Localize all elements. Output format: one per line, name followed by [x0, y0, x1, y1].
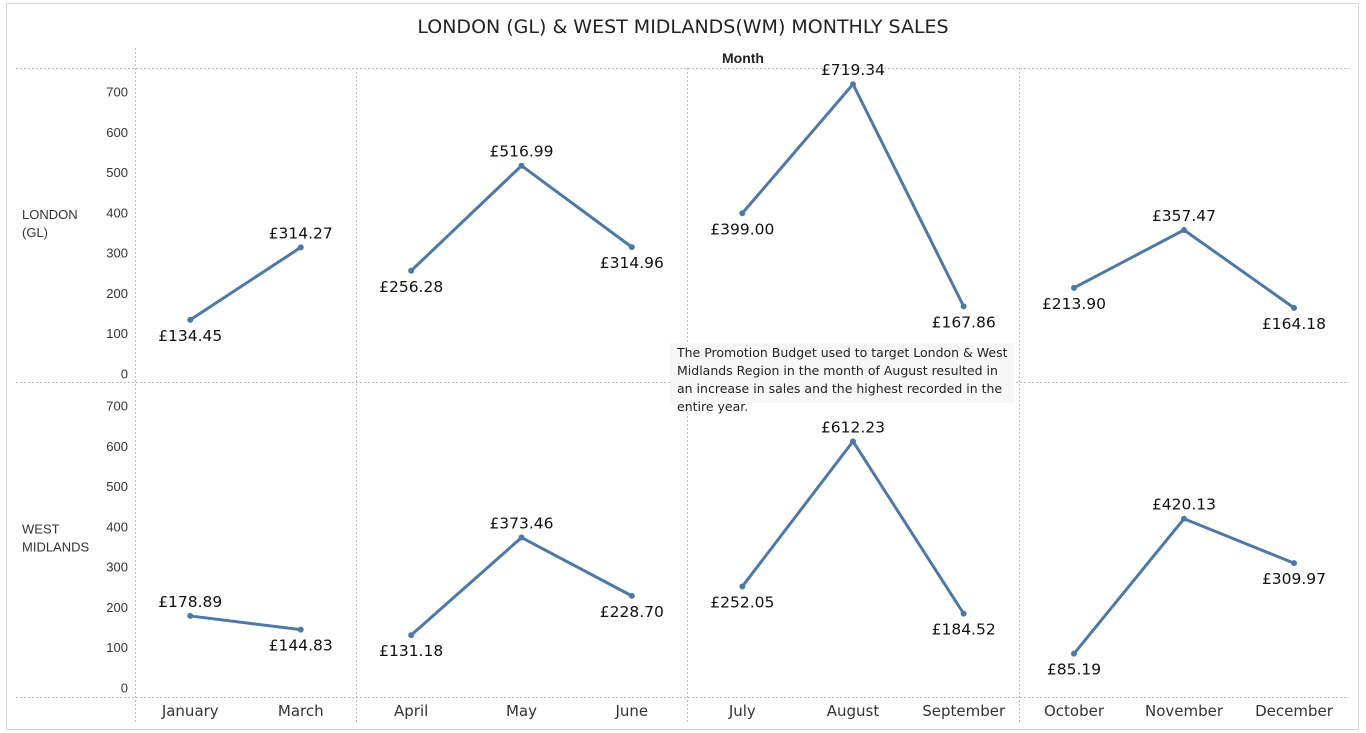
data-point — [408, 267, 415, 274]
data-label: £213.90 — [1042, 295, 1106, 313]
data-point — [960, 303, 967, 310]
annotation-box — [670, 343, 1014, 403]
y-tick-label: 300 — [106, 560, 128, 575]
chart-title: LONDON (GL) & WEST MIDLANDS(WM) MONTHLY … — [417, 16, 948, 38]
annotation-text: an increase in sales and the highest rec… — [677, 381, 1002, 396]
data-point — [297, 626, 304, 633]
data-label: £719.34 — [821, 61, 885, 79]
row-label: (GL) — [22, 225, 48, 240]
data-point — [1071, 650, 1077, 657]
x-tick-label: November — [1145, 702, 1224, 720]
x-tick-label: October — [1044, 702, 1105, 720]
data-label: £178.89 — [158, 593, 222, 611]
y-tick-label: 500 — [106, 165, 128, 180]
series-line — [410, 536, 633, 637]
series-line — [410, 164, 633, 272]
data-label: £144.83 — [269, 637, 333, 655]
x-tick-label: December — [1255, 702, 1334, 720]
data-label: £373.46 — [489, 515, 553, 533]
x-tick-label: May — [506, 702, 537, 720]
data-label: £167.86 — [932, 313, 996, 331]
data-label: £252.05 — [710, 593, 774, 611]
data-point — [850, 81, 856, 88]
data-point — [1181, 515, 1187, 522]
data-point — [1291, 304, 1297, 311]
data-point — [960, 610, 967, 617]
series-line — [741, 82, 966, 308]
y-tick-label: 100 — [106, 326, 128, 341]
data-point — [187, 316, 194, 323]
data-label: £228.70 — [600, 603, 664, 621]
data-label: £134.45 — [158, 327, 222, 345]
x-tick-label: August — [827, 702, 880, 720]
annotation-text: The Promotion Budget used to target Lond… — [676, 345, 1008, 360]
x-tick-label: June — [614, 702, 648, 720]
y-tick-label: 600 — [106, 125, 128, 140]
data-point — [1181, 226, 1187, 233]
annotation-text: entire year. — [677, 399, 748, 414]
series-line — [1073, 228, 1295, 310]
data-label: £516.99 — [489, 143, 553, 161]
x-tick-label: September — [922, 702, 1006, 720]
y-tick-label: 300 — [106, 246, 128, 261]
y-tick-label: 500 — [106, 479, 128, 494]
data-point — [628, 244, 635, 251]
data-label: £85.19 — [1047, 661, 1101, 679]
data-point — [1291, 560, 1297, 567]
data-label: £256.28 — [379, 278, 443, 296]
row-label: MIDLANDS — [22, 540, 90, 555]
x-tick-label: April — [394, 702, 428, 720]
series-line — [189, 246, 302, 322]
data-label: £131.18 — [379, 642, 443, 660]
data-point — [850, 438, 856, 445]
data-label: £164.18 — [1262, 315, 1326, 333]
data-point — [1071, 284, 1077, 291]
x-tick-label: January — [161, 702, 219, 720]
data-label: £309.97 — [1262, 570, 1326, 588]
y-tick-label: 200 — [106, 600, 128, 615]
series-line — [741, 439, 965, 615]
data-point — [297, 244, 304, 251]
data-point — [518, 534, 525, 541]
chart-frame — [6, 3, 1359, 730]
data-label: £612.23 — [821, 418, 885, 436]
data-label: £314.27 — [269, 224, 333, 242]
y-tick-label: 600 — [106, 439, 128, 454]
y-tick-label: 700 — [106, 85, 128, 100]
data-point — [187, 612, 194, 619]
y-tick-label: 400 — [106, 205, 128, 220]
data-label: £314.96 — [600, 254, 664, 272]
series-line — [190, 614, 301, 632]
row-label: LONDON — [22, 207, 78, 222]
data-point — [739, 210, 746, 217]
y-tick-label: 200 — [106, 286, 128, 301]
column-header: Month — [722, 50, 764, 66]
x-tick-label: July — [728, 702, 756, 720]
row-label: WEST — [22, 522, 60, 537]
data-label: £357.47 — [1152, 207, 1216, 225]
x-tick-label: March — [278, 702, 324, 720]
data-point — [518, 162, 525, 169]
data-label: £420.13 — [1152, 496, 1216, 514]
annotation-text: Midlands Region in the month of August r… — [677, 363, 998, 378]
y-tick-label: 400 — [106, 519, 128, 534]
y-tick-label: 0 — [121, 681, 128, 696]
data-label: £399.00 — [710, 220, 774, 238]
y-tick-label: 0 — [121, 367, 128, 382]
y-tick-label: 100 — [106, 640, 128, 655]
data-point — [408, 632, 415, 639]
data-point — [628, 592, 635, 599]
data-label: £184.52 — [932, 621, 996, 639]
data-point — [739, 583, 746, 590]
y-tick-label: 700 — [106, 399, 128, 414]
